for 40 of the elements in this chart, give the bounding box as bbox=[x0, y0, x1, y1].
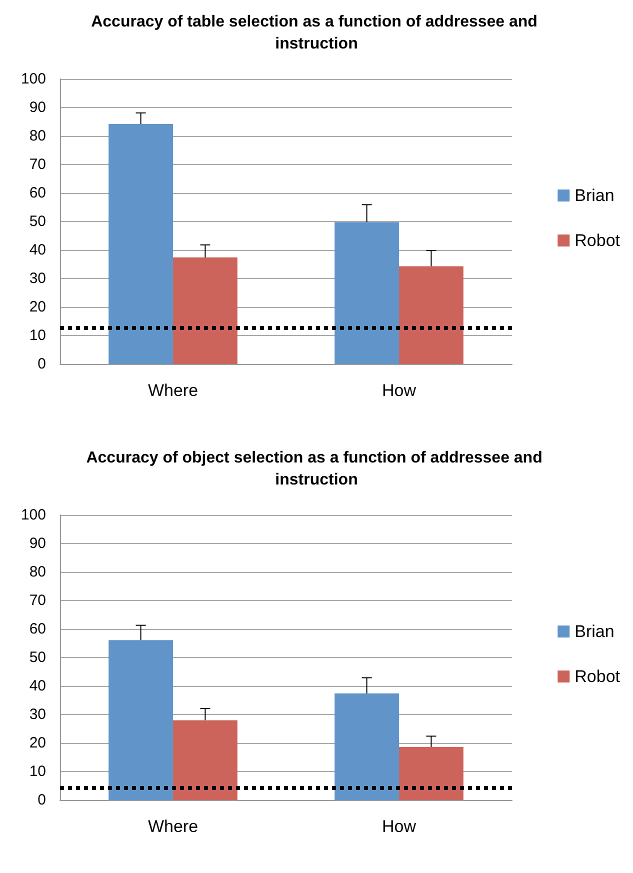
chart-title: Accuracy of object selection as a function of addressee and instruction bbox=[86, 450, 547, 488]
bar bbox=[399, 746, 464, 800]
y-tick-label: 0 bbox=[38, 356, 46, 372]
x-tick-label: How bbox=[382, 817, 417, 836]
y-tick-label: 70 bbox=[29, 156, 46, 173]
y-tick-label: 90 bbox=[29, 99, 46, 116]
y-tick-label: 10 bbox=[29, 327, 46, 344]
y-tick-label: 60 bbox=[29, 620, 46, 638]
y-tick-label: 40 bbox=[29, 678, 46, 694]
y-tick-label: 40 bbox=[29, 242, 46, 258]
y-tick-label: 30 bbox=[29, 270, 46, 287]
y-tick-label: 60 bbox=[29, 184, 46, 202]
legend-label: Robot bbox=[574, 667, 620, 686]
bar bbox=[334, 693, 399, 800]
y-tick-label: 0 bbox=[38, 792, 46, 808]
y-tick-label: 20 bbox=[29, 298, 46, 316]
y-tick-label: 50 bbox=[29, 213, 46, 230]
bar bbox=[334, 222, 399, 364]
y-tick-label: 20 bbox=[29, 734, 46, 752]
y-tick-label: 90 bbox=[29, 535, 46, 552]
bar bbox=[108, 124, 173, 364]
bar bbox=[399, 266, 464, 364]
legend-label: Robot bbox=[574, 231, 620, 250]
bar bbox=[173, 257, 238, 364]
bar bbox=[173, 720, 238, 800]
y-tick-label: 100 bbox=[20, 506, 46, 524]
x-tick-label: Where bbox=[148, 381, 198, 400]
y-tick-label: 70 bbox=[29, 592, 46, 609]
y-tick-label: 100 bbox=[20, 70, 46, 88]
x-tick-label: How bbox=[382, 381, 417, 400]
chart-title: Accuracy of table selection as a function of addressee and instruction bbox=[91, 14, 542, 52]
bar bbox=[108, 640, 173, 800]
y-tick-label: 80 bbox=[29, 128, 46, 144]
y-tick-label: 30 bbox=[29, 706, 46, 723]
legend-label: Brian bbox=[574, 186, 614, 205]
y-tick-label: 80 bbox=[29, 564, 46, 580]
legend-label: Brian bbox=[574, 622, 614, 641]
x-tick-label: Where bbox=[148, 817, 198, 836]
y-tick-label: 50 bbox=[29, 649, 46, 666]
y-tick-label: 10 bbox=[29, 763, 46, 780]
